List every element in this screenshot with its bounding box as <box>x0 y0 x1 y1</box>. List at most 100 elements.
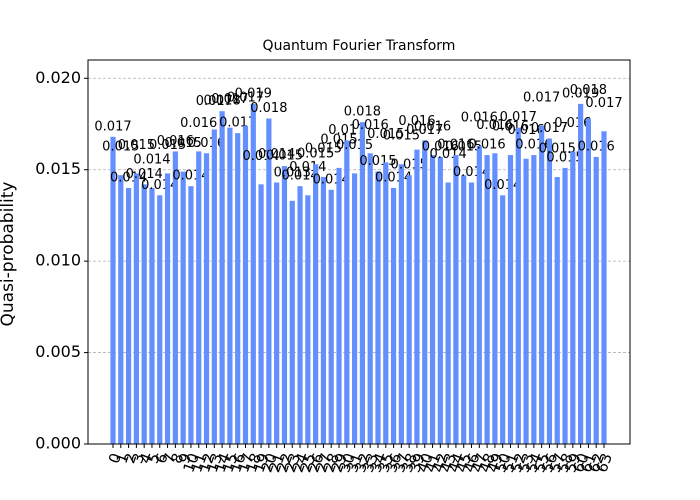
bar <box>484 155 490 445</box>
bar <box>445 182 451 444</box>
y-tick-label: 0.000 <box>35 434 81 453</box>
value-label: 0.016 <box>578 139 615 154</box>
bar <box>367 153 373 444</box>
bar <box>476 145 482 444</box>
x-tick-label: 60 <box>569 451 592 475</box>
bar <box>562 167 568 444</box>
x-tick-label: 51 <box>499 451 522 475</box>
chart-title: Quantum Fourier Transform <box>263 38 456 54</box>
bar <box>515 127 521 445</box>
y-axis-label: Quasi-probability <box>0 182 18 327</box>
x-tick-label: 61 <box>577 451 600 475</box>
value-label: 0.017 <box>211 92 248 107</box>
x-tick-label: 28 <box>320 451 343 475</box>
bar <box>414 149 420 444</box>
x-tick-label: 43 <box>437 451 460 475</box>
value-label: 0.016 <box>398 114 435 129</box>
bar <box>196 151 202 444</box>
bar <box>133 173 139 444</box>
bar <box>429 155 436 445</box>
y-tick-label: 0.015 <box>35 159 81 178</box>
value-label: 0.016 <box>180 116 217 131</box>
value-label: 0.017 <box>406 123 443 138</box>
bar <box>593 156 599 444</box>
x-tick-label: 39 <box>405 451 428 475</box>
bar <box>110 136 116 445</box>
x-tick-label: 30 <box>335 451 358 475</box>
bar <box>437 156 443 444</box>
x-tick-label: 41 <box>421 451 444 475</box>
bar <box>281 166 288 445</box>
value-label: 0.016 <box>437 138 474 153</box>
bar <box>149 188 155 444</box>
x-tick-label: 19 <box>250 451 273 475</box>
bar <box>188 186 194 444</box>
bar <box>320 177 327 444</box>
y-tick-label: 0.005 <box>35 342 81 361</box>
bar <box>258 184 264 445</box>
bar <box>585 118 592 444</box>
bar <box>289 200 295 444</box>
value-label: 0.019 <box>562 86 599 101</box>
bar <box>118 175 124 444</box>
bar <box>211 129 217 444</box>
x-tick-label: 54 <box>522 451 545 475</box>
value-label: 0.016 <box>461 110 498 125</box>
bar <box>570 151 576 444</box>
y-tick-label: 0.020 <box>35 68 81 87</box>
bar <box>406 175 412 444</box>
x-tick-label: 17 <box>234 451 257 475</box>
x-tick-label: 27 <box>312 451 335 475</box>
bar <box>172 151 178 444</box>
value-label: 0.013 <box>274 165 311 180</box>
value-label: 0.015 <box>445 140 482 155</box>
bar <box>250 103 256 444</box>
value-label: 0.015 <box>165 136 202 151</box>
x-tick-label: 16 <box>226 451 249 475</box>
bar <box>242 125 249 444</box>
bar <box>539 125 545 444</box>
value-label: 0.019 <box>235 86 272 101</box>
value-label: 0.017 <box>94 119 131 134</box>
value-label: 0.015 <box>118 138 155 153</box>
x-tick-label: 36 <box>382 451 405 475</box>
bar <box>305 195 311 444</box>
bar <box>578 103 584 444</box>
x-tick-label: 18 <box>242 451 265 475</box>
bar <box>375 171 381 445</box>
x-tick-label: 23 <box>281 451 304 475</box>
bar <box>461 175 467 444</box>
value-label: 0.015 <box>383 129 420 144</box>
x-tick-label: 55 <box>530 451 553 475</box>
bar <box>336 167 342 444</box>
value-label: 0.018 <box>570 83 607 98</box>
bar <box>125 188 132 444</box>
bar <box>328 189 334 444</box>
x-tick-label: 32 <box>351 451 374 475</box>
bar <box>507 155 514 445</box>
bar <box>523 158 529 444</box>
value-label: 0.017 <box>196 94 233 109</box>
value-label: 0.015 <box>305 142 342 157</box>
bar <box>531 155 537 445</box>
bar <box>313 164 319 444</box>
bar <box>180 171 186 445</box>
x-tick-label: 57 <box>546 451 569 475</box>
x-tick-label: 12 <box>195 451 218 475</box>
x-tick-label: 48 <box>476 451 499 475</box>
bar <box>297 186 303 444</box>
x-tick-label: 62 <box>585 451 608 475</box>
bar <box>227 127 233 445</box>
x-tick-label: 15 <box>218 451 241 475</box>
plot-frame <box>87 59 631 445</box>
x-tick-label: 63 <box>593 451 616 475</box>
value-label: 0.015 <box>149 138 186 153</box>
bar <box>266 118 272 444</box>
x-tick-label: 22 <box>273 451 296 475</box>
value-label: 0.016 <box>414 120 451 135</box>
x-tick-label: 29 <box>328 451 351 475</box>
value-label: 0.015 <box>539 142 576 157</box>
x-tick-label: 59 <box>561 451 584 475</box>
x-tick-label: 47 <box>468 451 491 475</box>
